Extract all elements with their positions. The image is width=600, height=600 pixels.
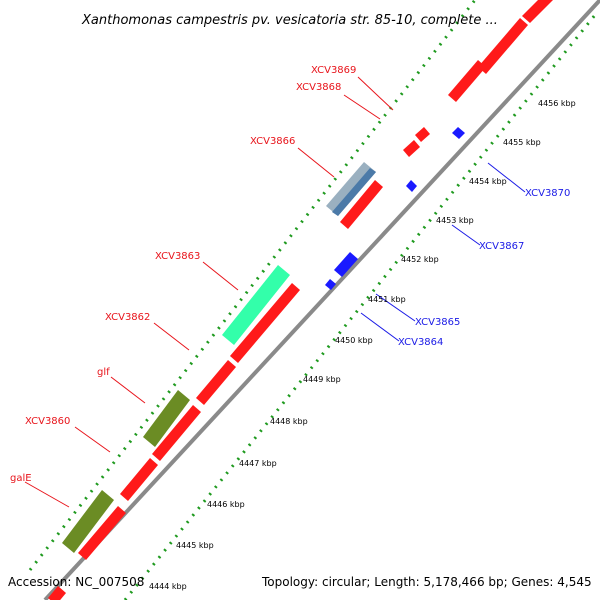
forward-label-group: XCV3869 XCV3868 XCV3866 XCV3863 XCV3862 … xyxy=(10,65,356,484)
gene-label[interactable]: XCV3869 xyxy=(311,65,356,76)
tick-label: 4450 kbp xyxy=(335,336,373,345)
gene-label[interactable]: glf xyxy=(97,367,110,378)
gene-label[interactable]: XCV3860 xyxy=(25,416,70,427)
forward-leaders xyxy=(24,76,394,508)
reverse-features xyxy=(325,127,465,290)
gene-feature[interactable] xyxy=(196,360,236,405)
tick-label: 4445 kbp xyxy=(176,541,214,550)
gene-label[interactable]: XCV3870 xyxy=(525,188,570,199)
gene-label[interactable]: XCV3868 xyxy=(296,82,341,93)
gc-track-outer xyxy=(28,0,477,571)
tick-label: 4448 kbp xyxy=(270,417,308,426)
forward-features xyxy=(48,0,556,600)
gene-feature[interactable] xyxy=(522,0,556,23)
gene-feature[interactable] xyxy=(120,458,158,501)
gene-label[interactable]: galE xyxy=(10,473,32,484)
gene-label[interactable]: XCV3863 xyxy=(155,251,200,262)
gene-feature[interactable] xyxy=(152,405,201,461)
gene-label[interactable]: XCV3862 xyxy=(105,312,150,323)
tick-labels: 4444 kbp 4445 kbp 4446 kbp 4447 kbp 4448… xyxy=(149,99,576,591)
tick-label: 4455 kbp xyxy=(503,138,541,147)
map-title: Xanthomonas campestris pv. vesicatoria s… xyxy=(81,13,498,28)
trna-feature[interactable] xyxy=(143,390,190,447)
reverse-label-group: XCV3870 XCV3867 XCV3865 XCV3864 xyxy=(398,188,570,348)
gene-feature[interactable] xyxy=(78,506,126,560)
gene-label[interactable]: XCV3864 xyxy=(398,337,443,348)
tick-label: 4447 kbp xyxy=(239,459,277,468)
genome-summary-text: Topology: circular; Length: 5,178,466 bp… xyxy=(261,575,592,589)
trna-feature[interactable] xyxy=(62,490,114,553)
accession-text: Accession: NC_007508 xyxy=(8,575,144,589)
misc-feature[interactable] xyxy=(332,168,376,216)
gene-feature[interactable] xyxy=(448,60,486,102)
reverse-gene-feature[interactable] xyxy=(325,279,336,290)
gene-feature[interactable] xyxy=(403,140,420,157)
gene-feature[interactable] xyxy=(415,127,430,142)
tick-label: 4449 kbp xyxy=(303,375,341,384)
tick-label: 4453 kbp xyxy=(436,216,474,225)
tick-label: 4444 kbp xyxy=(149,582,187,591)
tick-label: 4446 kbp xyxy=(207,500,245,509)
reverse-gene-feature[interactable] xyxy=(406,180,417,192)
tick-label: 4456 kbp xyxy=(538,99,576,108)
reverse-gene-feature[interactable] xyxy=(452,127,465,139)
misc-feature[interactable] xyxy=(326,162,376,216)
reverse-gene-feature[interactable] xyxy=(334,252,358,277)
gene-label[interactable]: XCV3866 xyxy=(250,136,295,147)
gene-feature[interactable] xyxy=(230,283,300,363)
reverse-leaders xyxy=(360,162,526,342)
rrna-feature[interactable] xyxy=(222,265,290,345)
gene-feature[interactable] xyxy=(478,18,528,74)
tick-label: 4454 kbp xyxy=(469,177,507,186)
gene-label[interactable]: XCV3867 xyxy=(479,241,524,252)
gene-feature[interactable] xyxy=(340,180,383,229)
sequence-backbone xyxy=(43,0,600,600)
tick-label: 4452 kbp xyxy=(401,255,439,264)
gene-feature[interactable] xyxy=(48,586,66,600)
tick-label: 4451 kbp xyxy=(368,295,406,304)
gene-label[interactable]: XCV3865 xyxy=(415,317,460,328)
gc-track-inner xyxy=(123,14,597,600)
